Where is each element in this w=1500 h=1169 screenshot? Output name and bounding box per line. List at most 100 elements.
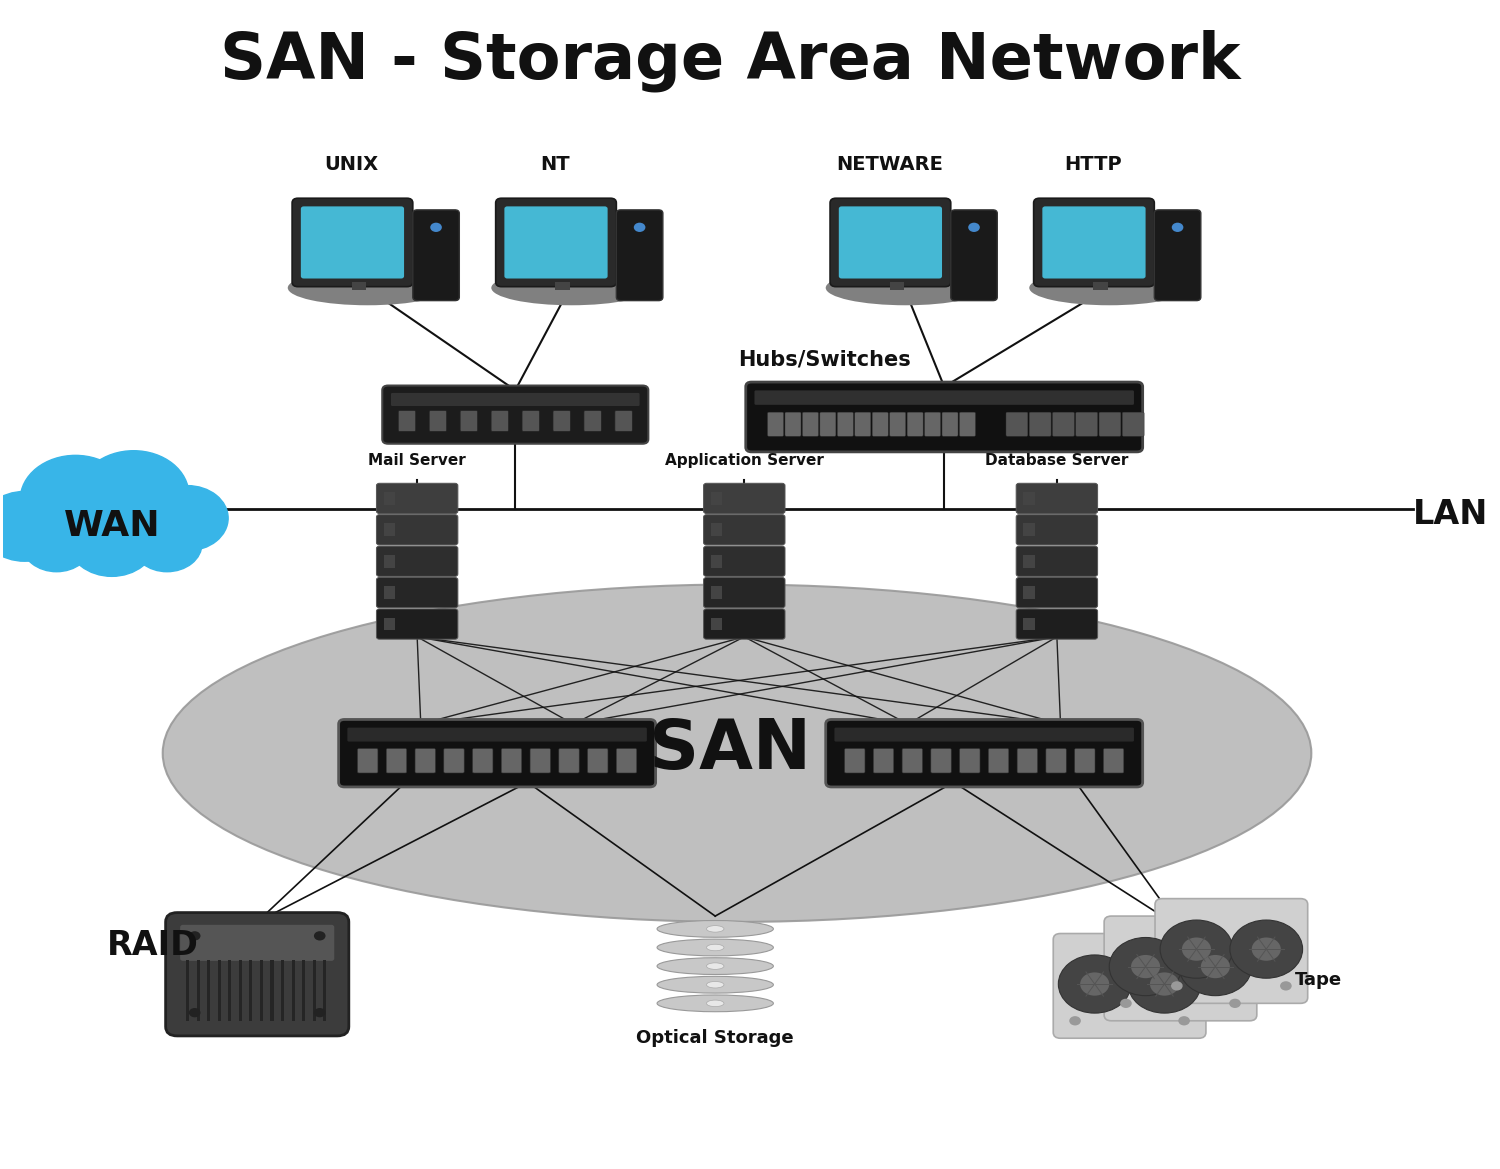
Circle shape <box>1182 938 1210 961</box>
FancyBboxPatch shape <box>501 748 522 773</box>
Circle shape <box>1108 938 1182 996</box>
FancyBboxPatch shape <box>302 207 404 278</box>
FancyBboxPatch shape <box>1053 413 1074 436</box>
FancyBboxPatch shape <box>384 524 394 537</box>
FancyBboxPatch shape <box>1104 916 1257 1021</box>
FancyBboxPatch shape <box>392 393 639 406</box>
FancyBboxPatch shape <box>1029 413 1051 436</box>
FancyBboxPatch shape <box>844 748 865 773</box>
Text: SAN: SAN <box>650 717 812 783</box>
FancyBboxPatch shape <box>270 960 273 1021</box>
FancyBboxPatch shape <box>924 413 940 436</box>
Ellipse shape <box>706 945 724 950</box>
FancyBboxPatch shape <box>825 719 1143 787</box>
Circle shape <box>314 1008 326 1017</box>
FancyBboxPatch shape <box>339 719 656 787</box>
Text: RAID: RAID <box>106 928 198 962</box>
FancyBboxPatch shape <box>1023 555 1035 568</box>
Ellipse shape <box>288 270 447 305</box>
FancyBboxPatch shape <box>616 210 663 300</box>
Circle shape <box>21 516 92 572</box>
Ellipse shape <box>657 976 774 994</box>
FancyBboxPatch shape <box>890 413 906 436</box>
FancyBboxPatch shape <box>228 960 231 1021</box>
Text: SAN - Storage Area Network: SAN - Storage Area Network <box>219 29 1240 92</box>
Text: Tape: Tape <box>1294 971 1342 989</box>
FancyBboxPatch shape <box>834 727 1134 741</box>
FancyBboxPatch shape <box>711 586 722 599</box>
Circle shape <box>430 222 442 231</box>
FancyBboxPatch shape <box>1023 524 1035 537</box>
Circle shape <box>1172 222 1184 231</box>
FancyBboxPatch shape <box>960 413 975 436</box>
FancyBboxPatch shape <box>429 410 447 431</box>
Circle shape <box>1150 973 1179 996</box>
FancyBboxPatch shape <box>837 413 854 436</box>
FancyBboxPatch shape <box>711 492 722 505</box>
FancyBboxPatch shape <box>768 413 783 436</box>
FancyBboxPatch shape <box>1007 413 1028 436</box>
Circle shape <box>634 222 645 231</box>
Ellipse shape <box>657 939 774 956</box>
FancyBboxPatch shape <box>830 199 951 286</box>
Text: UNIX: UNIX <box>324 154 380 174</box>
FancyBboxPatch shape <box>180 925 334 961</box>
FancyBboxPatch shape <box>754 390 1134 404</box>
FancyBboxPatch shape <box>704 514 785 545</box>
FancyBboxPatch shape <box>988 748 1008 773</box>
Circle shape <box>1228 998 1240 1008</box>
FancyBboxPatch shape <box>384 617 394 630</box>
FancyBboxPatch shape <box>1016 609 1098 639</box>
FancyBboxPatch shape <box>530 748 550 773</box>
FancyBboxPatch shape <box>1104 748 1124 773</box>
FancyBboxPatch shape <box>1016 546 1098 576</box>
Ellipse shape <box>657 920 774 938</box>
FancyBboxPatch shape <box>376 546 458 576</box>
Polygon shape <box>890 282 904 290</box>
FancyBboxPatch shape <box>746 382 1143 452</box>
FancyBboxPatch shape <box>490 410 508 431</box>
Text: NETWARE: NETWARE <box>836 154 944 174</box>
FancyBboxPatch shape <box>460 410 477 431</box>
FancyBboxPatch shape <box>196 960 200 1021</box>
FancyBboxPatch shape <box>615 410 633 431</box>
FancyBboxPatch shape <box>704 577 785 608</box>
FancyBboxPatch shape <box>416 748 435 773</box>
FancyBboxPatch shape <box>560 748 579 773</box>
FancyBboxPatch shape <box>444 748 464 773</box>
FancyBboxPatch shape <box>908 413 922 436</box>
FancyBboxPatch shape <box>291 960 294 1021</box>
Circle shape <box>1131 955 1160 978</box>
Text: Optical Storage: Optical Storage <box>636 1029 794 1047</box>
FancyBboxPatch shape <box>1100 413 1120 436</box>
FancyBboxPatch shape <box>1023 586 1035 599</box>
Polygon shape <box>555 282 570 290</box>
Text: WAN: WAN <box>63 510 160 544</box>
Circle shape <box>968 222 980 231</box>
FancyBboxPatch shape <box>413 210 459 300</box>
FancyBboxPatch shape <box>1046 748 1066 773</box>
FancyBboxPatch shape <box>873 748 894 773</box>
Circle shape <box>1179 938 1251 996</box>
FancyBboxPatch shape <box>387 748 406 773</box>
FancyBboxPatch shape <box>802 413 819 436</box>
FancyBboxPatch shape <box>1016 514 1098 545</box>
FancyBboxPatch shape <box>951 210 998 300</box>
FancyBboxPatch shape <box>238 960 242 1021</box>
FancyBboxPatch shape <box>704 609 785 639</box>
Circle shape <box>1280 981 1292 990</box>
FancyBboxPatch shape <box>554 410 570 431</box>
Ellipse shape <box>706 1001 724 1007</box>
FancyBboxPatch shape <box>704 546 785 576</box>
FancyBboxPatch shape <box>855 413 871 436</box>
FancyBboxPatch shape <box>1023 492 1035 505</box>
Text: NT: NT <box>540 154 570 174</box>
FancyBboxPatch shape <box>616 748 636 773</box>
Circle shape <box>132 516 202 572</box>
FancyBboxPatch shape <box>376 609 458 639</box>
Circle shape <box>1172 981 1182 990</box>
FancyBboxPatch shape <box>312 960 316 1021</box>
FancyBboxPatch shape <box>348 727 646 741</box>
FancyBboxPatch shape <box>1122 413 1144 436</box>
Circle shape <box>78 451 189 539</box>
